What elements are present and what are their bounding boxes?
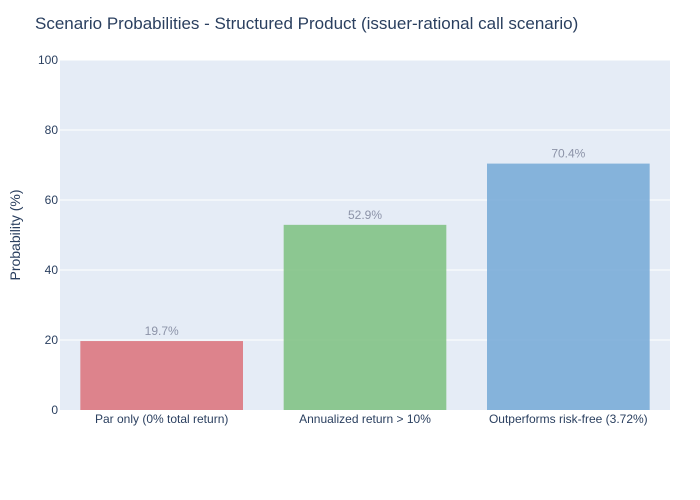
bar bbox=[487, 163, 650, 410]
bar-data-label: 19.7% bbox=[145, 324, 179, 338]
bar bbox=[283, 224, 447, 410]
x-axis-ticks: Par only (0% total return) Annualized ret… bbox=[95, 412, 648, 426]
bars bbox=[80, 163, 650, 410]
y-tick-label: 100 bbox=[38, 53, 58, 67]
x-tick-label: Par only (0% total return) bbox=[95, 412, 228, 426]
chart-title: Scenario Probabilities - Structured Prod… bbox=[35, 14, 578, 33]
bar bbox=[80, 341, 243, 410]
x-tick-label: Annualized return > 10% bbox=[299, 412, 431, 426]
data-labels: 19.7% 52.9% 70.4% bbox=[145, 147, 586, 338]
y-axis-title: Probability (%) bbox=[7, 189, 23, 280]
bar-data-label: 52.9% bbox=[348, 208, 382, 222]
y-tick-label: 0 bbox=[51, 403, 58, 417]
y-tick-label: 20 bbox=[45, 333, 59, 347]
y-tick-label: 40 bbox=[45, 263, 59, 277]
y-axis-ticks: 0 20 40 60 80 100 bbox=[38, 53, 58, 417]
x-tick-label: Outperforms risk-free (3.72%) bbox=[489, 412, 648, 426]
y-tick-label: 80 bbox=[45, 123, 59, 137]
y-tick-label: 60 bbox=[45, 193, 59, 207]
bar-data-label: 70.4% bbox=[551, 147, 585, 161]
